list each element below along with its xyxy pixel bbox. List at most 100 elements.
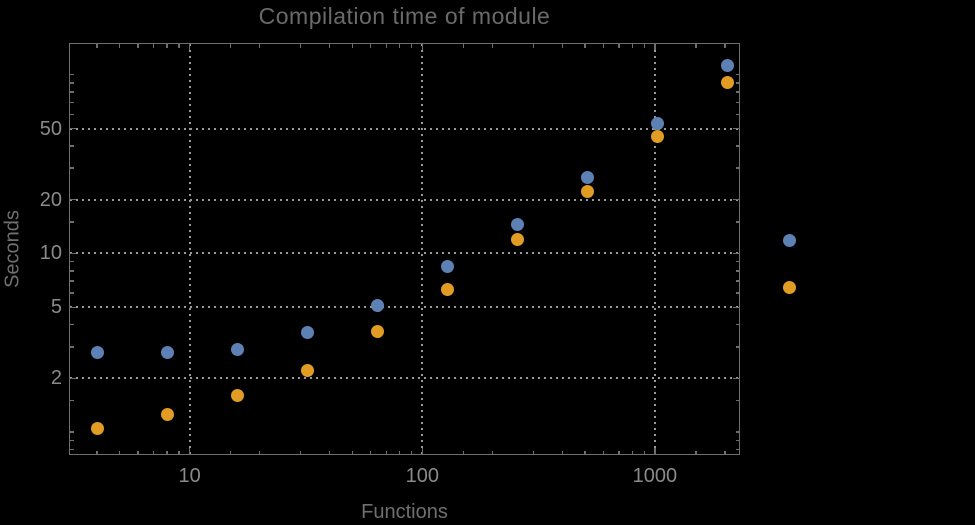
x-minor-tick	[561, 44, 564, 48]
y-major-tick	[70, 127, 76, 130]
data-point-series-1	[160, 345, 174, 359]
data-point-series-1	[510, 218, 524, 232]
y-minor-tick	[735, 448, 739, 451]
data-point-series-1	[230, 343, 244, 357]
x-minor-tick	[328, 450, 331, 454]
y-minor-tick	[70, 113, 74, 116]
y-minor-tick	[735, 113, 739, 116]
y-gridline	[70, 127, 739, 130]
data-point-series-1	[90, 345, 104, 359]
y-axis-label: Seconds	[1, 210, 24, 288]
x-minor-tick	[462, 450, 464, 454]
x-minor-tick	[258, 44, 261, 48]
legend-marker-series-1	[783, 234, 796, 247]
data-point-series-2	[720, 75, 734, 89]
x-gridline	[421, 44, 424, 454]
y-minor-tick	[70, 439, 74, 442]
x-major-tick	[188, 448, 191, 454]
y-major-tick	[733, 198, 739, 201]
y-tick-label: 10	[39, 242, 62, 265]
y-tick-label: 2	[50, 367, 62, 390]
x-minor-tick	[369, 44, 372, 48]
x-tick-label: 1000	[632, 465, 678, 487]
x-minor-tick	[643, 450, 646, 454]
y-minor-tick	[735, 292, 739, 294]
x-minor-tick	[152, 450, 155, 454]
y-major-tick	[733, 252, 739, 255]
y-minor-tick	[735, 431, 739, 433]
x-minor-tick	[385, 450, 387, 454]
x-major-tick	[188, 44, 191, 50]
x-minor-tick	[561, 450, 564, 454]
y-major-tick	[70, 198, 76, 201]
x-minor-tick	[178, 44, 180, 48]
y-tick-label: 5	[50, 296, 62, 319]
x-minor-tick	[118, 450, 121, 454]
x-tick-label: 100	[405, 465, 439, 487]
y-minor-tick	[735, 346, 739, 348]
data-point-series-1	[650, 117, 664, 131]
x-major-tick	[654, 44, 656, 50]
y-tick-label: 20	[39, 188, 62, 211]
x-minor-tick	[398, 450, 401, 454]
x-minor-tick	[602, 450, 605, 454]
x-minor-tick	[695, 450, 697, 454]
data-point-series-2	[650, 130, 664, 144]
x-minor-tick	[618, 44, 620, 48]
y-major-tick	[733, 377, 739, 380]
y-minor-tick	[70, 73, 74, 76]
y-major-tick	[733, 127, 739, 130]
y-minor-tick	[735, 73, 739, 76]
data-point-series-1	[300, 326, 314, 340]
x-minor-tick	[631, 450, 634, 454]
x-minor-tick	[584, 44, 586, 48]
y-minor-tick	[735, 82, 739, 84]
x-minor-tick	[724, 450, 726, 454]
x-minor-tick	[532, 450, 535, 454]
data-point-series-1	[370, 299, 384, 313]
y-gridline	[70, 198, 739, 201]
data-point-series-2	[90, 421, 104, 435]
y-minor-tick	[735, 167, 739, 169]
legend	[783, 234, 797, 296]
data-point-series-1	[440, 260, 454, 274]
x-gridline	[188, 44, 191, 454]
x-minor-tick	[410, 44, 413, 48]
x-minor-tick	[398, 44, 401, 48]
x-minor-tick	[166, 450, 168, 454]
data-point-series-2	[440, 282, 454, 296]
x-minor-tick	[695, 44, 697, 48]
x-minor-tick	[137, 44, 139, 48]
x-tick-label: 10	[178, 465, 201, 487]
x-minor-tick	[385, 44, 387, 48]
x-minor-tick	[532, 44, 535, 48]
x-minor-tick	[491, 44, 494, 48]
x-minor-tick	[299, 44, 302, 48]
y-minor-tick	[70, 399, 74, 402]
chart-title: Compilation time of module	[258, 3, 551, 29]
x-minor-tick	[351, 450, 353, 454]
x-minor-tick	[618, 450, 620, 454]
y-major-tick	[70, 306, 76, 308]
y-minor-tick	[735, 270, 739, 272]
y-minor-tick	[70, 82, 74, 84]
x-major-tick	[421, 448, 424, 454]
x-minor-tick	[229, 450, 232, 454]
y-minor-tick	[70, 167, 74, 169]
x-minor-tick	[462, 44, 464, 48]
y-minor-tick	[70, 280, 74, 282]
y-minor-tick	[70, 431, 74, 433]
x-minor-tick	[229, 44, 232, 48]
x-minor-tick	[328, 44, 331, 48]
y-gridline	[70, 377, 739, 380]
data-point-series-2	[510, 232, 524, 246]
y-minor-tick	[70, 91, 74, 93]
y-minor-tick	[735, 221, 739, 223]
y-minor-tick	[735, 101, 739, 104]
data-point-series-2	[580, 184, 594, 198]
y-minor-tick	[70, 448, 74, 451]
y-minor-tick	[70, 292, 74, 294]
x-minor-tick	[152, 44, 155, 48]
data-point-series-1	[720, 58, 734, 72]
